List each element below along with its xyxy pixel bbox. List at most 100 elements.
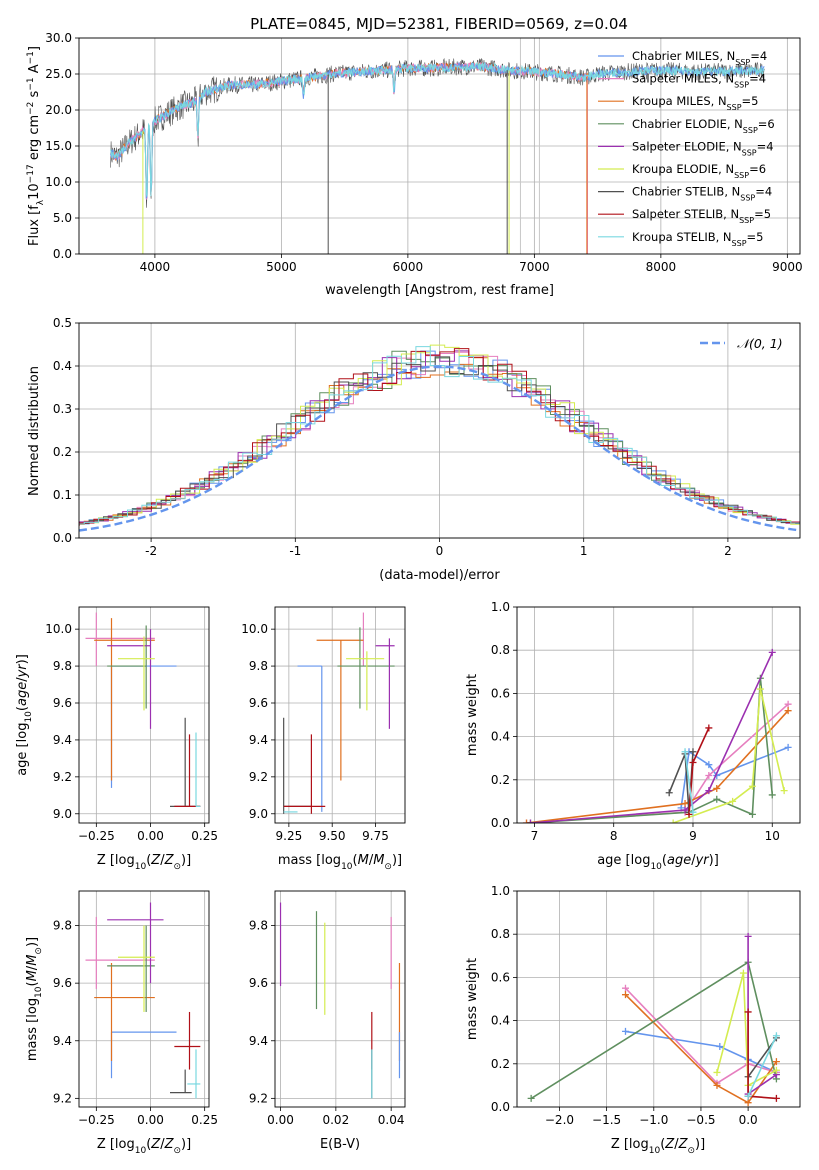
salpeter_stelib-weight-marker bbox=[772, 1094, 780, 1102]
kroupa_elodie-weight-marker bbox=[713, 1068, 721, 1076]
salpeter_elodie-weight-marker bbox=[705, 787, 713, 795]
mass_vs_ebv-frame bbox=[274, 890, 406, 1108]
y-tick-label: 9.4 bbox=[53, 1034, 72, 1048]
x-tick-label: −1.5 bbox=[592, 1113, 621, 1127]
x-tick-label: −0.25 bbox=[78, 829, 115, 843]
kroupa_stelib-weight-marker bbox=[772, 1032, 780, 1040]
y-tick-label: 9.4 bbox=[249, 733, 268, 747]
residuals-frame bbox=[78, 322, 801, 539]
y-tick-label: 1.0 bbox=[491, 600, 510, 614]
figure-title: PLATE=0845, MJD=52381, FIBERID=0569, z=0… bbox=[250, 15, 628, 33]
salpeter_stelib-weight-marker bbox=[744, 1008, 752, 1016]
y-axis-label: mass weight bbox=[465, 958, 480, 1040]
salpeter_stelib-weight-marker bbox=[689, 759, 697, 767]
x-tick-label: 0.0 bbox=[739, 1113, 758, 1127]
y-axis-label: mass weight bbox=[465, 674, 480, 756]
legend-entry-label: Chabrier STELIB, NSSP=4 bbox=[632, 185, 772, 203]
y-tick-label: 9.2 bbox=[249, 770, 268, 784]
y-tick-label: 0.2 bbox=[491, 1057, 510, 1071]
kroupa_elodie-weight-marker bbox=[772, 1066, 780, 1074]
kroupa_stelib-weight-marker bbox=[681, 748, 689, 756]
x-tick-label: −0.5 bbox=[686, 1113, 715, 1127]
y-tick-label: 0.0 bbox=[53, 247, 72, 261]
salpeter_stelib-weight-marker bbox=[705, 724, 713, 732]
x-axis-label: age [log10(age/yr)] bbox=[597, 853, 719, 872]
legend-entry-label: Kroupa STELIB, NSSP=5 bbox=[632, 230, 763, 248]
y-tick-label: 9.6 bbox=[53, 976, 72, 990]
x-axis-label: Z [log10(Z/Z⊙)] bbox=[97, 853, 191, 872]
chabrier_stelib-weight-marker bbox=[665, 789, 673, 797]
salpeter_elodie-weight-marker bbox=[768, 648, 776, 656]
y-tick-label: 9.6 bbox=[249, 976, 268, 990]
histogram-group bbox=[79, 344, 800, 532]
kroupa_miles-weight-marker bbox=[523, 819, 531, 823]
x-tick-label: 9.50 bbox=[319, 829, 346, 843]
legend-entry-label: Kroupa MILES, NSSP=5 bbox=[632, 94, 758, 112]
y-tick-label: 9.4 bbox=[53, 733, 72, 747]
x-tick-label: 8 bbox=[610, 829, 618, 843]
x-tick-label: 6000 bbox=[393, 260, 424, 274]
salpeter_miles-weight-line bbox=[624, 987, 777, 1085]
x-tick-label: 9 bbox=[689, 829, 697, 843]
age_vs_Z-panel: −0.25 0.00 0.25 9.0 9.2 9.4 9.6 9.8 10.0 Z [log10… bbox=[15, 606, 218, 872]
mass_vs_Z-panel: −0.25 0.00 0.25 9.2 9.4 9.6 9.8 Z [log10(Z/Z⊙)]… bbox=[25, 890, 218, 1156]
y-tick-label: 25.0 bbox=[45, 67, 72, 81]
kroupa_miles-weight-line bbox=[526, 710, 789, 823]
y-tick-label: 30.0 bbox=[45, 31, 72, 45]
y-axis-label: mass [log10(M/M⊙)] bbox=[25, 937, 44, 1061]
x-tick-label: 5000 bbox=[266, 260, 297, 274]
y-tick-label: 0.8 bbox=[491, 927, 510, 941]
x-tick-label: 8000 bbox=[646, 260, 677, 274]
y-tick-label: 0.0 bbox=[491, 1100, 510, 1114]
mass_weight_vs_age-frame bbox=[516, 606, 801, 824]
x-tick-label: -1 bbox=[289, 544, 301, 558]
y-tick-label: 9.2 bbox=[249, 1091, 268, 1105]
x-tick-label: 0.02 bbox=[322, 1113, 349, 1127]
gaussian-curve bbox=[79, 365, 800, 532]
y-tick-label: 0.1 bbox=[53, 488, 72, 502]
mass_vs_ebv-panel: 0.00 0.02 0.04 9.2 9.4 9.6 9.8 E(B-V) bbox=[249, 890, 406, 1152]
age_vs_mass-frame bbox=[274, 606, 406, 824]
chabrier_stelib-histogram bbox=[79, 356, 800, 524]
x-tick-label: 0.00 bbox=[137, 1113, 164, 1127]
kroupa_miles-weight-marker bbox=[744, 1099, 752, 1107]
age_vs_Z-frame bbox=[78, 606, 210, 824]
x-tick-label: 0.25 bbox=[191, 1113, 218, 1127]
x-tick-label: 7000 bbox=[519, 260, 550, 274]
chabrier_elodie-weight-marker bbox=[527, 1094, 535, 1102]
spectrum-panel: 4000 5000 6000 7000 8000 9000 0.0 5.0 10.0 15.0 20… bbox=[26, 31, 803, 298]
spectrum-curves bbox=[110, 38, 765, 254]
y-tick-label: 0.4 bbox=[53, 359, 72, 373]
y-tick-label: 5.0 bbox=[53, 211, 72, 225]
kroupa_miles-weight-marker bbox=[713, 1081, 721, 1089]
y-tick-label: 9.6 bbox=[53, 696, 72, 710]
y-tick-label: 9.0 bbox=[249, 807, 268, 821]
y-axis-label: age [log10(age/yr)] bbox=[15, 654, 34, 776]
spectrum-x-axis-label: wavelength [Angstrom, rest frame] bbox=[325, 283, 554, 298]
x-axis-label: Z [log10(Z/Z⊙)] bbox=[611, 1137, 705, 1156]
mass_weight_vs_Z-panel: −2.0 −1.5 −1.0 −0.5 0.0 0.0 0.2 0.4 0.6 0.8 1.0 Z [… bbox=[465, 884, 801, 1156]
y-tick-label: 10.0 bbox=[45, 175, 72, 189]
x-axis-label: mass [log10(M/M⊙)] bbox=[278, 853, 402, 872]
legend-entry-label: Kroupa ELODIE, NSSP=6 bbox=[632, 162, 766, 180]
mass_vs_ebv-grid bbox=[275, 891, 405, 1107]
chabrier_miles-weight-marker bbox=[784, 743, 792, 751]
legend-entry-label: 𝒩(0, 1) bbox=[737, 336, 783, 351]
kroupa_miles-weight-line bbox=[624, 994, 778, 1104]
kroupa_elodie-weight-marker bbox=[729, 797, 737, 805]
x-tick-label: 9.75 bbox=[362, 829, 389, 843]
ebv-x-axis-label: E(B-V) bbox=[320, 1137, 360, 1152]
y-tick-label: 9.8 bbox=[249, 919, 268, 933]
mass_weight_vs_Z-frame bbox=[516, 890, 801, 1108]
salpeter_miles-weight-marker bbox=[621, 984, 629, 992]
x-tick-label: −2.0 bbox=[545, 1113, 574, 1127]
salpeter_miles-model-line bbox=[110, 61, 588, 254]
kroupa_elodie-weight-marker bbox=[739, 969, 747, 977]
y-tick-label: 9.2 bbox=[53, 1091, 72, 1105]
y-tick-label: 0.8 bbox=[491, 643, 510, 657]
y-tick-label: 0.6 bbox=[491, 970, 510, 984]
x-axis-label: Z [log10(Z/Z⊙)] bbox=[97, 1137, 191, 1156]
salpeter_miles-weight-marker bbox=[705, 771, 713, 779]
y-tick-label: 0.4 bbox=[491, 1014, 510, 1028]
